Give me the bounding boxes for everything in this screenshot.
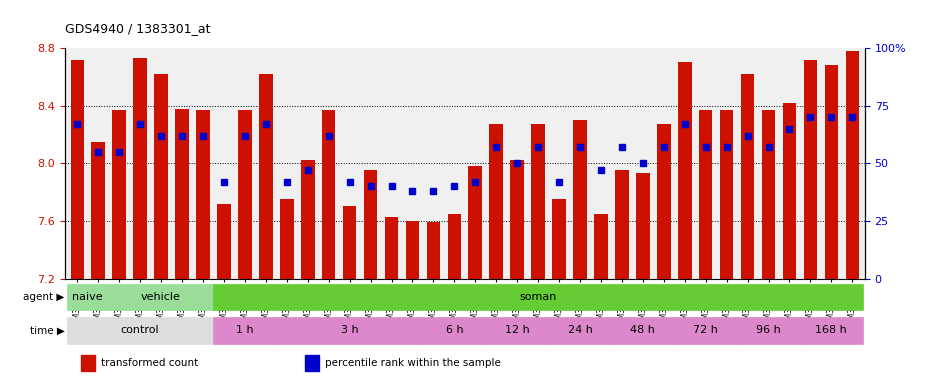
Bar	[80, 354, 95, 371]
Bar	[322, 110, 336, 278]
Bar	[489, 124, 503, 278]
Bar	[657, 124, 671, 278]
Text: GDS4940 / 1383301_at: GDS4940 / 1383301_at	[65, 22, 210, 35]
Bar	[611, 317, 674, 344]
Bar	[343, 207, 356, 278]
Bar	[594, 214, 608, 278]
Bar	[737, 317, 800, 344]
Text: percentile rank within the sample: percentile rank within the sample	[325, 358, 500, 368]
Text: transformed count: transformed count	[101, 358, 198, 368]
Text: soman: soman	[520, 292, 557, 302]
Bar	[217, 204, 230, 278]
Text: 24 h: 24 h	[568, 326, 592, 336]
Bar	[423, 317, 486, 344]
Bar	[678, 63, 692, 278]
Text: 6 h: 6 h	[446, 326, 463, 336]
Bar	[800, 317, 863, 344]
Bar	[364, 170, 377, 278]
Text: 96 h: 96 h	[756, 326, 781, 336]
Bar	[574, 120, 586, 278]
Bar	[674, 317, 737, 344]
Text: 168 h: 168 h	[816, 326, 847, 336]
Bar	[238, 110, 252, 278]
Bar	[531, 124, 545, 278]
Text: vehicle: vehicle	[142, 292, 181, 302]
Bar	[113, 110, 126, 278]
Bar	[259, 74, 273, 278]
Bar	[385, 217, 399, 278]
Bar	[154, 74, 168, 278]
Bar	[277, 317, 423, 344]
Text: 12 h: 12 h	[505, 326, 529, 336]
Bar	[448, 214, 462, 278]
Text: 1 h: 1 h	[236, 326, 253, 336]
Bar	[720, 110, 734, 278]
Bar	[70, 60, 84, 278]
Bar	[741, 74, 755, 278]
Bar	[511, 161, 524, 278]
Bar	[783, 103, 796, 278]
Bar	[133, 58, 147, 278]
Bar	[67, 317, 214, 344]
Bar	[824, 65, 838, 278]
Bar	[552, 199, 566, 278]
Text: 48 h: 48 h	[631, 326, 655, 336]
Bar	[468, 166, 482, 278]
Text: 72 h: 72 h	[693, 326, 718, 336]
Bar	[109, 284, 214, 310]
Bar	[214, 284, 863, 310]
Bar	[67, 284, 109, 310]
Bar	[615, 170, 629, 278]
Bar	[280, 199, 293, 278]
Bar	[305, 354, 319, 371]
Text: naive: naive	[72, 292, 103, 302]
Bar	[486, 317, 549, 344]
Bar	[845, 51, 859, 278]
Text: agent ▶: agent ▶	[23, 292, 65, 302]
Text: time ▶: time ▶	[30, 326, 65, 336]
Bar	[301, 161, 314, 278]
Bar	[426, 222, 440, 278]
Bar	[175, 109, 189, 278]
Bar	[196, 110, 210, 278]
Bar	[761, 110, 775, 278]
Bar	[699, 110, 712, 278]
Bar	[636, 173, 649, 278]
Bar	[214, 317, 277, 344]
Bar	[92, 142, 105, 278]
Bar	[804, 60, 817, 278]
Bar	[406, 221, 419, 278]
Bar	[549, 317, 611, 344]
Text: 3 h: 3 h	[340, 326, 358, 336]
Text: control: control	[121, 326, 159, 336]
